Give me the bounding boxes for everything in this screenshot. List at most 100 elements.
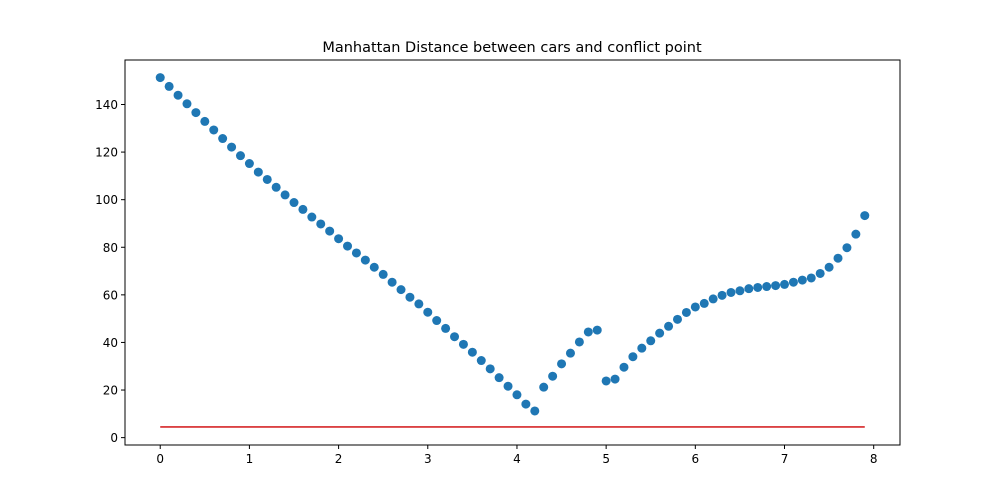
- data-point: [182, 99, 192, 109]
- data-point: [191, 108, 201, 118]
- data-point: [735, 286, 745, 296]
- data-point: [762, 282, 772, 292]
- data-point: [360, 255, 370, 265]
- data-point: [405, 292, 415, 302]
- data-point: [664, 321, 674, 331]
- data-point: [271, 182, 281, 192]
- x-tick-label: 8: [870, 452, 878, 466]
- y-tick-label: 80: [103, 241, 118, 255]
- data-point: [860, 211, 870, 221]
- data-point: [414, 299, 424, 309]
- x-axis: 0 1 2 3 4 5 6 7 8: [156, 445, 878, 466]
- y-axis: 0 20 40 60 80 100 120 140: [95, 98, 125, 445]
- data-point: [450, 332, 460, 342]
- data-point: [494, 373, 504, 383]
- data-point: [227, 142, 237, 152]
- data-point: [387, 277, 397, 287]
- y-tick-label: 100: [95, 193, 118, 207]
- data-point: [628, 352, 638, 362]
- data-point: [485, 364, 495, 374]
- data-point: [815, 268, 825, 278]
- data-point: [351, 248, 361, 258]
- data-point: [155, 73, 165, 83]
- data-point: [298, 204, 308, 214]
- x-tick-label: 4: [513, 452, 521, 466]
- x-tick-label: 1: [246, 452, 254, 466]
- points-layer: [155, 73, 870, 416]
- data-point: [788, 277, 798, 287]
- data-point: [619, 362, 629, 372]
- chart-title: Manhattan Distance between cars and conf…: [322, 40, 702, 56]
- data-point: [441, 323, 451, 333]
- data-point: [369, 262, 379, 272]
- x-tick-label: 3: [424, 452, 432, 466]
- data-point: [235, 151, 245, 161]
- data-point: [842, 243, 852, 253]
- data-point: [708, 294, 718, 304]
- data-point: [592, 325, 602, 335]
- data-point: [244, 159, 254, 169]
- data-point: [173, 90, 183, 100]
- data-point: [530, 406, 540, 416]
- data-point: [289, 198, 299, 208]
- data-point: [601, 376, 611, 386]
- data-point: [334, 234, 344, 244]
- plot-frame: [124, 59, 901, 446]
- data-point: [744, 284, 754, 294]
- data-point: [396, 285, 406, 295]
- data-point: [467, 347, 477, 357]
- data-point: [806, 273, 816, 283]
- data-point: [771, 281, 781, 291]
- data-point: [262, 174, 272, 184]
- data-point: [343, 241, 353, 251]
- data-point: [690, 302, 700, 312]
- data-point: [423, 307, 433, 317]
- data-point: [565, 348, 575, 358]
- data-point: [521, 399, 531, 409]
- data-point: [476, 356, 486, 366]
- data-point: [833, 253, 843, 263]
- x-tick-label: 5: [602, 452, 610, 466]
- data-point: [200, 116, 210, 126]
- data-point: [797, 275, 807, 285]
- y-tick-label: 140: [95, 98, 118, 112]
- data-point: [574, 337, 584, 347]
- data-point: [458, 339, 468, 349]
- y-tick-label: 40: [103, 336, 118, 350]
- y-tick-label: 20: [103, 384, 118, 398]
- y-tick-label: 0: [110, 431, 118, 445]
- data-point: [672, 314, 682, 324]
- data-point: [717, 290, 727, 300]
- data-point: [655, 328, 665, 338]
- data-point: [316, 219, 326, 229]
- data-point: [378, 269, 388, 279]
- data-point: [681, 307, 691, 317]
- x-tick-label: 2: [335, 452, 343, 466]
- data-point: [307, 212, 317, 222]
- data-point: [512, 390, 522, 400]
- data-point: [583, 327, 593, 337]
- x-tick-label: 6: [692, 452, 700, 466]
- data-point: [726, 287, 736, 297]
- data-point: [637, 343, 647, 353]
- data-point: [503, 381, 513, 391]
- data-point: [699, 298, 709, 308]
- data-point: [432, 316, 442, 326]
- data-point: [780, 279, 790, 289]
- data-point: [539, 382, 549, 392]
- data-point: [218, 134, 228, 144]
- data-point: [253, 167, 263, 177]
- data-point: [209, 125, 219, 135]
- data-point: [824, 262, 834, 272]
- y-tick-label: 120: [95, 146, 118, 160]
- data-point: [325, 226, 335, 236]
- data-point: [753, 282, 763, 292]
- data-point: [610, 374, 620, 384]
- data-point: [280, 190, 290, 200]
- x-tick-label: 0: [156, 452, 164, 466]
- y-tick-label: 60: [103, 288, 118, 302]
- data-point: [851, 229, 861, 239]
- data-point: [164, 81, 174, 91]
